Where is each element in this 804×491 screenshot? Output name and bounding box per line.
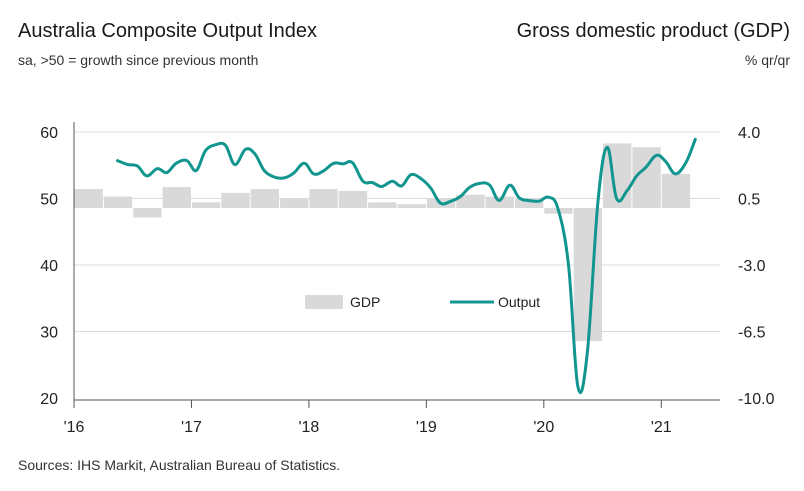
output-line — [116, 137, 697, 395]
gdp-bar — [103, 196, 133, 208]
right-tick-label: 4.0 — [738, 125, 760, 142]
gdp-bar — [191, 202, 221, 208]
axes — [73, 122, 720, 401]
legend-gdp-label: GDP — [350, 294, 380, 310]
left-tick-label: 30 — [40, 325, 58, 342]
source-note: Sources: IHS Markit, Australian Bureau o… — [18, 457, 341, 473]
left-tick-label: 60 — [40, 125, 58, 142]
x-tick-label: '18 — [298, 419, 319, 436]
x-tick-label: '17 — [181, 419, 202, 436]
chart-subtitle-left: sa, >50 = growth since previous month — [18, 52, 259, 68]
left-tick-label: 40 — [40, 258, 58, 275]
chart-subtitle-right: % qr/qr — [744, 52, 790, 68]
gdp-bar — [338, 190, 368, 208]
gdp-bar — [661, 173, 691, 208]
gdp-bar — [133, 208, 162, 218]
right-tick-label: -10.0 — [738, 391, 775, 408]
output-line-group — [116, 137, 697, 395]
gdp-bar — [397, 204, 426, 208]
right-tick-label: -3.0 — [738, 258, 766, 275]
legend-gdp-swatch — [305, 295, 343, 309]
gdp-bar — [221, 192, 250, 208]
x-tick-label: '19 — [416, 419, 437, 436]
right-tick-label: -6.5 — [738, 325, 766, 342]
chart-title-right: Gross domestic product (GDP) — [516, 20, 790, 42]
gdp-bar — [74, 189, 103, 208]
legend: GDP Output — [305, 294, 540, 310]
gdp-bar — [573, 208, 603, 341]
gdp-bar — [250, 189, 280, 208]
right-tick-label: 0.5 — [738, 192, 760, 209]
x-tick-label: '21 — [651, 419, 672, 436]
right-axis-ticks: 4.0 0.5 -3.0 -6.5 -10.0 — [738, 125, 775, 408]
gdp-bar — [514, 198, 544, 208]
gdp-bar — [485, 196, 514, 208]
gdp-bar — [368, 202, 397, 208]
x-axis-ticks: '16 '17 '18 '19 '20 '21 — [64, 400, 672, 436]
left-tick-label: 20 — [40, 391, 58, 408]
x-tick-label: '20 — [533, 419, 554, 436]
gdp-bar — [280, 198, 309, 208]
x-tick-label: '16 — [64, 419, 85, 436]
left-axis-ticks: 60 50 40 30 20 — [40, 125, 58, 408]
left-tick-label: 50 — [40, 192, 58, 209]
legend-output-label: Output — [498, 294, 540, 310]
gdp-bar — [162, 187, 191, 208]
gdp-bar — [309, 189, 338, 208]
gdp-bar — [456, 194, 485, 208]
chart-title-left: Australia Composite Output Index — [18, 20, 318, 42]
